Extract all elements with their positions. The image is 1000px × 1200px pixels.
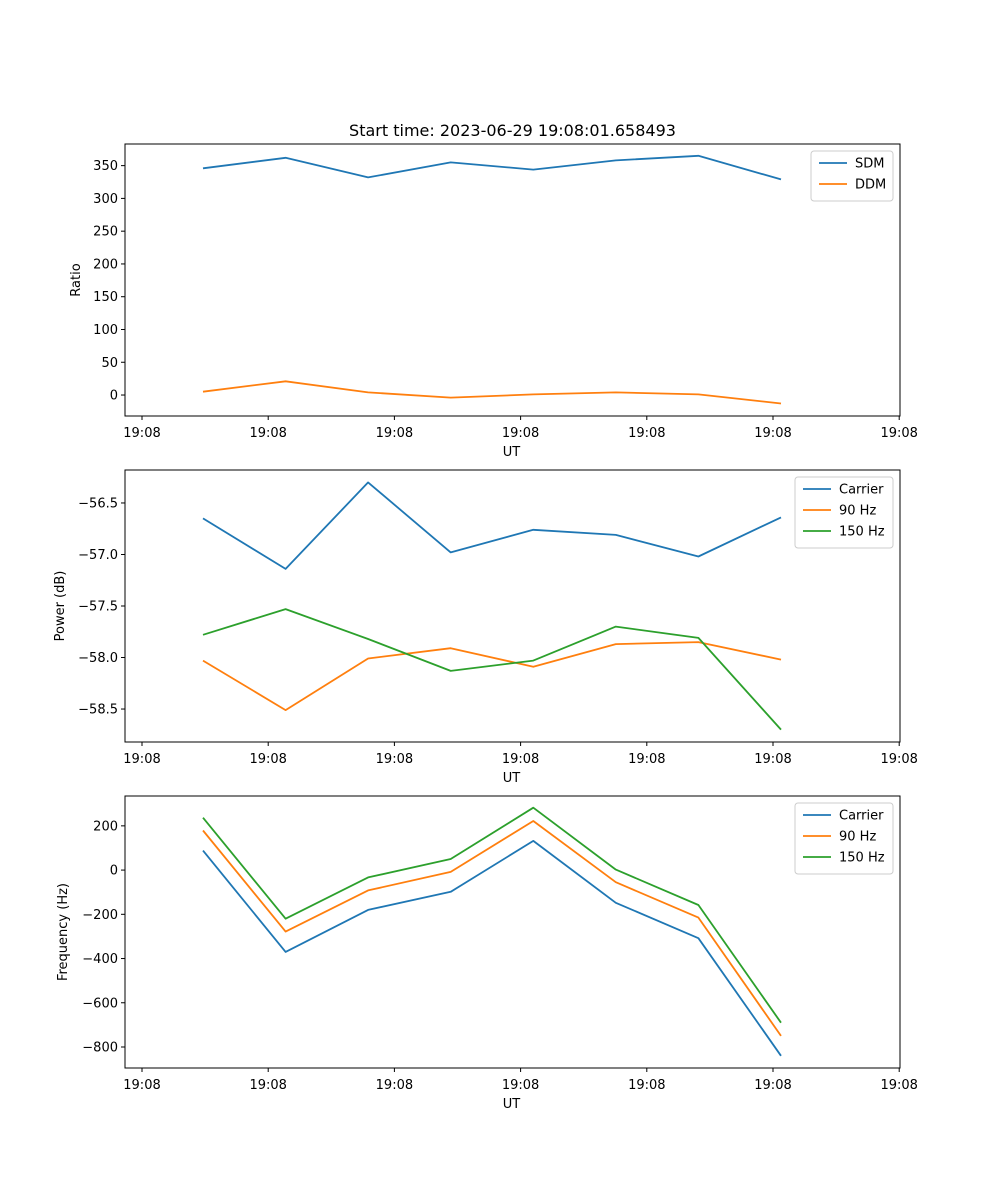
legend-label: SDM	[855, 157, 884, 172]
y-tick-label: 250	[93, 225, 118, 240]
plot-frame	[124, 143, 901, 417]
panel-1: 0 50 100 150 200 250 300 350 19:08 19:08 19:08 19:0…	[69, 143, 918, 460]
x-axis-label: UT	[503, 445, 521, 460]
y-tick-label: 50	[101, 356, 118, 371]
y-axis-label: Power (dB)	[53, 571, 68, 642]
x-tick-label: 19:08	[376, 426, 413, 441]
y-tick-label: 150	[93, 290, 118, 305]
x-tick-label: 19:08	[502, 752, 539, 767]
y-axis-label: Frequency (Hz)	[56, 883, 71, 981]
x-tick-label: 19:08	[880, 426, 917, 441]
x-tick-label: 19:08	[754, 426, 791, 441]
x-tick-label: 19:08	[249, 1078, 286, 1093]
x-tick-label: 19:08	[754, 1078, 791, 1093]
y-tick-label: −400	[82, 952, 118, 967]
x-tick-label: 19:08	[880, 752, 917, 767]
y-tick-label: 0	[110, 389, 118, 404]
series-line-90-hz	[202, 820, 782, 1037]
legend-label: DDM	[855, 178, 886, 193]
y-tick-label: −58.0	[78, 651, 118, 666]
x-tick-label: 19:08	[376, 1078, 413, 1093]
y-axis-label: Ratio	[69, 263, 84, 296]
x-axis-label: UT	[503, 771, 521, 786]
y-tick-label: −57.5	[78, 600, 118, 615]
x-tick-label: 19:08	[502, 1078, 539, 1093]
x-tick-label: 19:08	[123, 1078, 160, 1093]
y-tick-label: −600	[82, 996, 118, 1011]
x-tick-label: 19:08	[880, 1078, 917, 1093]
plot-frame	[124, 795, 901, 1069]
series-line-sdm	[202, 154, 782, 181]
y-tick-label: 0	[110, 864, 118, 879]
y-tick-label: −56.5	[78, 496, 118, 511]
legend-label: 150 Hz	[839, 851, 885, 866]
legend-label: Carrier	[839, 483, 884, 498]
y-tick-label: −800	[82, 1040, 118, 1055]
chart-title: Start time: 2023-06-29 19:08:01.658493	[349, 121, 676, 140]
x-tick-label: 19:08	[502, 426, 539, 441]
x-tick-label: 19:08	[628, 426, 665, 441]
y-tick-label: 300	[93, 192, 118, 207]
series-line-carrier	[202, 481, 782, 570]
legend-label: Carrier	[839, 809, 884, 824]
panels: 0 50 100 150 200 250 300 350 19:08 19:08 19:08 19:0…	[53, 143, 918, 1112]
x-tick-label: 19:08	[376, 752, 413, 767]
legend-label: 150 Hz	[839, 525, 885, 540]
series-line-150-hz	[202, 806, 782, 1024]
series-line-ddm	[202, 380, 782, 405]
x-tick-label: 19:08	[123, 426, 160, 441]
y-tick-label: −58.5	[78, 703, 118, 718]
series-line-carrier	[202, 840, 782, 1057]
y-tick-label: 350	[93, 159, 118, 174]
y-tick-label: 200	[93, 819, 118, 834]
y-tick-label: 100	[93, 323, 118, 338]
panel-3: −800 −600 −400 −200 0 200 19:08 19:08 19:08 19:08…	[56, 795, 918, 1112]
legend: Carrier 90 Hz 150 Hz	[794, 802, 894, 875]
x-tick-label: 19:08	[628, 752, 665, 767]
x-tick-label: 19:08	[628, 1078, 665, 1093]
x-axis-label: UT	[503, 1097, 521, 1112]
legend-label: 90 Hz	[839, 504, 876, 519]
legend: SDM DDM	[810, 150, 894, 202]
x-tick-label: 19:08	[123, 752, 160, 767]
y-tick-label: −200	[82, 908, 118, 923]
legend-label: 90 Hz	[839, 830, 876, 845]
series-line-150-hz	[202, 608, 782, 731]
x-tick-label: 19:08	[754, 752, 791, 767]
y-tick-label: −57.0	[78, 548, 118, 563]
legend: Carrier 90 Hz 150 Hz	[794, 476, 894, 549]
series-line-90-hz	[202, 641, 782, 711]
y-tick-label: 200	[93, 257, 118, 272]
x-tick-label: 19:08	[249, 426, 286, 441]
panel-2: −58.5 −58.0 −57.5 −57.0 −56.5 19:08 19:08 19:08…	[53, 469, 918, 786]
x-tick-label: 19:08	[249, 752, 286, 767]
